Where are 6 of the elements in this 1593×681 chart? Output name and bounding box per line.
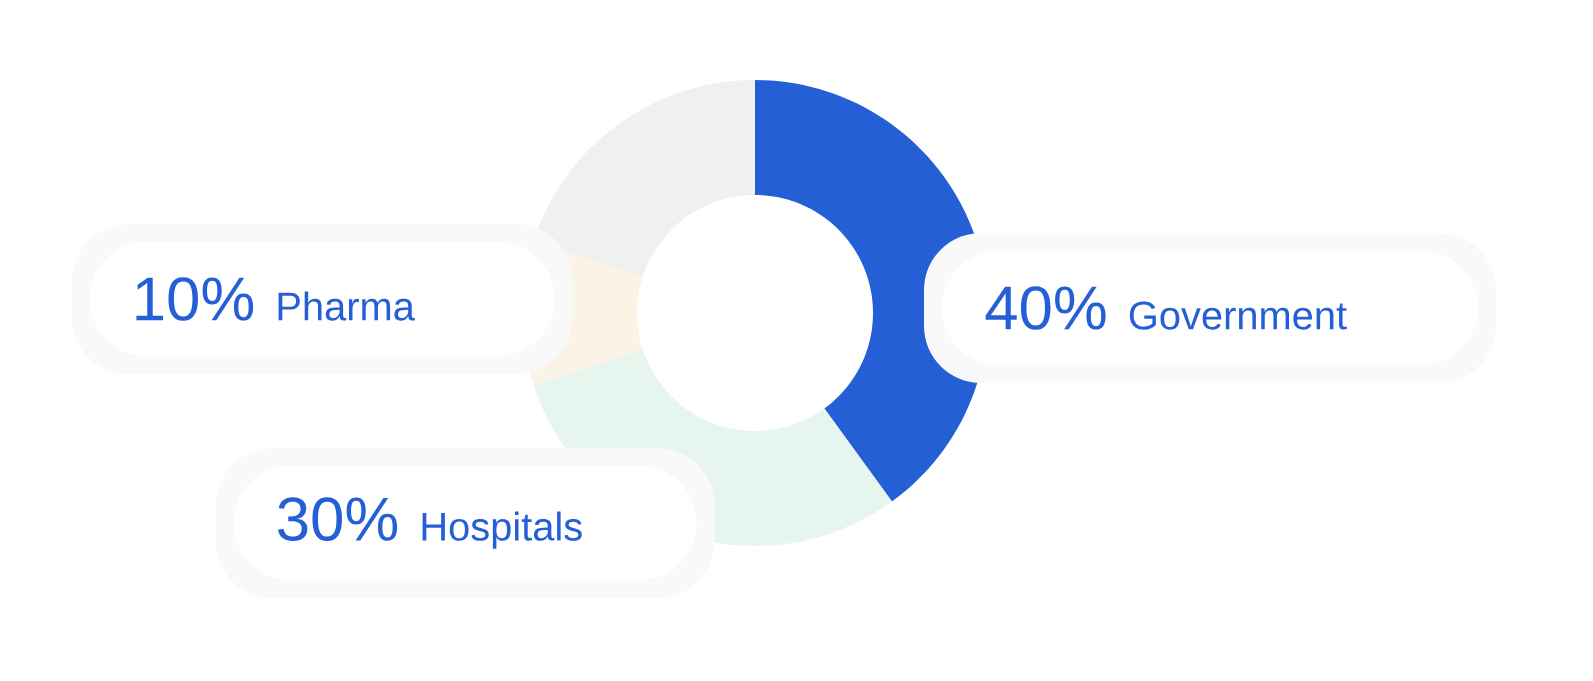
data-label: 10%	[136, 277, 254, 321]
data-label: 30%	[278, 497, 398, 542]
data-label: 40%	[985, 286, 1106, 330]
slice-label: Pharma	[278, 291, 415, 321]
slice-label: Hospitals	[422, 511, 582, 549]
slice-label: Government	[1129, 301, 1347, 330]
